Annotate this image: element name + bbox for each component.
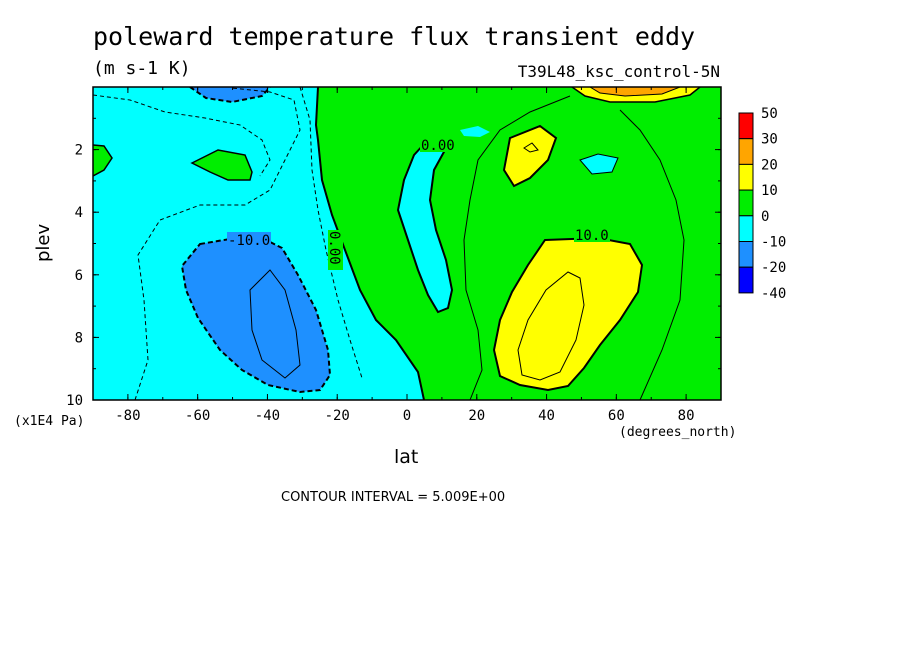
x-tick-label: -20	[325, 408, 350, 424]
contour-top-spot	[189, 87, 271, 104]
field-positive-south-patch	[192, 150, 252, 180]
contour-zero-main	[314, 87, 425, 400]
field-positive-yellow-upper	[504, 126, 556, 186]
y-tick-label: 6	[75, 268, 83, 284]
colorbar-swatch	[738, 215, 754, 243]
field-negative-blue	[182, 238, 330, 392]
contour-minus-ten	[180, 236, 332, 394]
colorbar-label: 50	[761, 106, 778, 122]
colorbar-label: 0	[761, 209, 769, 225]
colorbar-label: 30	[761, 132, 778, 148]
x-tick-label: -40	[255, 408, 280, 424]
y-tick-label: 2	[75, 143, 83, 159]
contour-ten-north	[492, 236, 644, 392]
y-axis: 2 4 6 8 10	[66, 117, 721, 409]
contour-label-minus-ten: -10.0	[228, 233, 270, 249]
x-axis-label: lat	[394, 446, 419, 468]
x-tick-label: 40	[538, 408, 555, 424]
x-axis-units: (degrees_north)	[619, 425, 737, 440]
x-tick-label: -60	[185, 408, 210, 424]
x-tick-label: 80	[678, 408, 695, 424]
colorbar-label: -10	[761, 235, 786, 251]
x-tick-label: 60	[608, 408, 625, 424]
contour-north-patch	[579, 153, 619, 175]
field-negative-tongue	[398, 143, 452, 312]
contour-minus-five-b	[93, 94, 271, 177]
field-small-spot	[280, 145, 288, 152]
colorbar-swatch	[738, 266, 754, 294]
x-tick-label: 0	[403, 408, 411, 424]
field-negative-small-top	[460, 126, 490, 137]
field-positive-left-edge	[93, 145, 112, 176]
contour-fifteen	[517, 271, 585, 381]
contour-interval: CONTOUR INTERVAL = 5.009E+00	[281, 490, 506, 505]
contour-left-edge	[93, 144, 113, 177]
colorbar-swatch	[738, 163, 754, 191]
contour-minus-fifteen	[249, 269, 301, 379]
contour-small-spot	[523, 142, 539, 153]
contour-five-east	[463, 95, 571, 400]
y-tick-label: 10	[66, 393, 83, 409]
contour-minus-five	[134, 87, 301, 400]
contour-zero-tongue	[396, 141, 454, 314]
y-axis-multiplier: (x1E4 Pa)	[14, 414, 85, 429]
colorbar-swatch	[738, 241, 754, 268]
colorbar-label: -20	[761, 260, 786, 276]
y-tick-label: 8	[75, 330, 83, 346]
field-positive-yellow	[494, 238, 642, 390]
x-tick-label: 20	[468, 408, 485, 424]
contour-lines	[93, 87, 701, 400]
colorbar-label: 10	[761, 183, 778, 199]
contour-ten-upper	[502, 124, 558, 188]
colorbar-swatch	[738, 189, 754, 217]
contour-minus-five-c	[299, 87, 363, 379]
colorbar-label: -40	[761, 286, 786, 302]
colorbar-swatch	[738, 112, 754, 140]
contour-five-east-b	[619, 109, 685, 400]
contour-top-band-b	[589, 87, 681, 97]
chart-units: (m s-1 K)	[93, 58, 191, 79]
contour-label-group: -10.0 0.00 0.00 10.0	[227, 137, 610, 270]
colorbar-label: 20	[761, 157, 778, 173]
colorbar-swatch	[738, 138, 754, 165]
y-tick-label: 4	[75, 205, 83, 221]
run-label: T39L48_ksc_control-5N	[517, 62, 720, 81]
contour-label-zero-b: 0.00	[326, 231, 342, 265]
contour-label-ten: 10.0	[575, 228, 609, 244]
colorbar: 50 30 20 10 0 -10 -20 -40	[738, 106, 786, 302]
chart-title: poleward temperature flux transient eddy	[93, 22, 696, 51]
field-negative-patch-north	[580, 154, 618, 174]
contour-label-zero-a: 0.00	[421, 138, 455, 154]
x-tick-label: -80	[115, 408, 140, 424]
contour-top-band	[571, 87, 701, 103]
contour-south-patch	[190, 149, 253, 181]
x-axis: -80 -60 -40 -20 0 20 40 60 80	[92, 87, 722, 424]
